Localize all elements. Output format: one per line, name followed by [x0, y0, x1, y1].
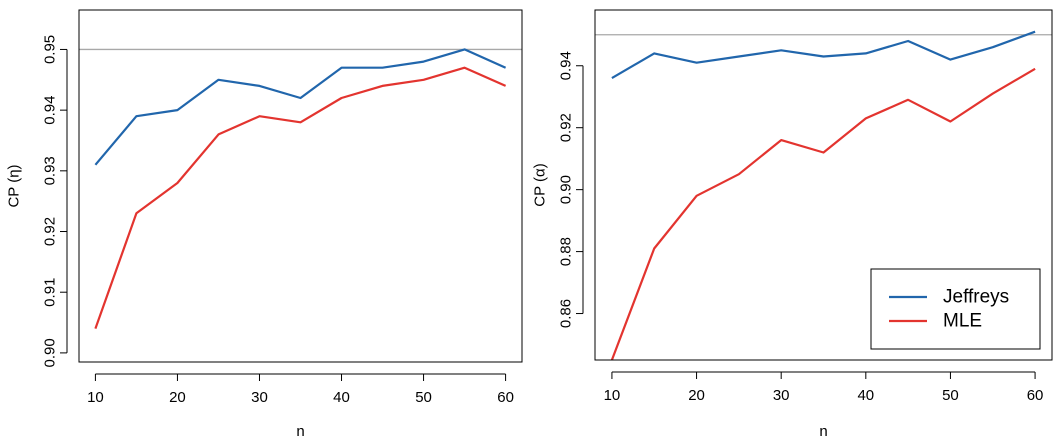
chart1-y-axis-title: CP (η)	[6, 164, 23, 207]
chart2-x-tick-label: 20	[688, 387, 705, 404]
chart2-y-axis-title: CP (α)	[532, 163, 549, 206]
chart1-y-tick-label: 0.91	[42, 278, 59, 307]
chart2-legend-box	[870, 268, 1041, 350]
chart2-y-tick-label: 0.94	[558, 51, 575, 80]
chart2-x-tick-label: 50	[942, 387, 959, 404]
chart2-y-tick-label: 0.90	[558, 175, 575, 204]
chart2-x-tick-label: 10	[604, 387, 621, 404]
chart1-series-jeffreys-line	[94, 48, 507, 166]
chart1-x-tick-label: 60	[497, 389, 514, 406]
chart1-plot-frame	[78, 9, 523, 363]
chart2-x-tick-label: 60	[1027, 387, 1044, 404]
chart1-x-tick-label: 40	[333, 389, 350, 406]
chart1-x-tick-label: 20	[169, 389, 186, 406]
chart2-y-tick-label: 0.88	[558, 237, 575, 266]
chart2-y-tick-label: 0.92	[558, 113, 575, 142]
chart2-x-axis-title: n	[819, 423, 827, 440]
chart1-series-mle-line	[94, 66, 507, 329]
chart2-x-tick-label: 30	[773, 387, 790, 404]
chart1-y-tick-label: 0.95	[42, 35, 59, 64]
chart1-x-tick-label: 50	[415, 389, 432, 406]
chart1-y-tick-label: 0.94	[42, 96, 59, 125]
chart1-y-tick-label: 0.90	[42, 338, 59, 367]
chart2-y-tick-label: 0.86	[558, 299, 575, 328]
chart1-y-tick-label: 0.92	[42, 217, 59, 246]
chart1-x-axis-title: n	[296, 423, 304, 440]
chart2-series-mle-line	[610, 67, 1036, 360]
chart2-series-jeffreys-line	[611, 30, 1036, 80]
chart1-y-tick-label: 0.93	[42, 156, 59, 185]
chart2-x-tick-label: 40	[857, 387, 874, 404]
chart1-x-tick-label: 30	[251, 389, 268, 406]
chart2-legend-label-jeffreys: Jeffreys	[943, 287, 1009, 308]
chart2-plot-frame	[594, 9, 1053, 361]
chart2-legend-label-mle: MLE	[943, 311, 982, 332]
chart1-x-tick-label: 10	[87, 389, 104, 406]
